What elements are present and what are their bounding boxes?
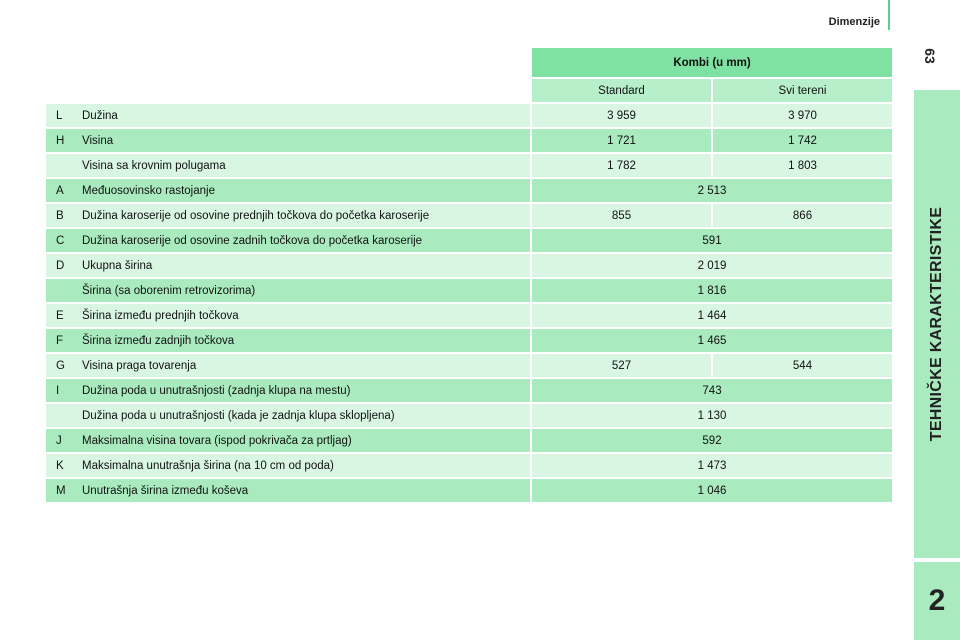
- row-description: Širina (sa oborenim retrovizorima): [74, 279, 530, 302]
- row-value: 2 019: [530, 254, 892, 277]
- table-row: D Ukupna širina 2 019: [46, 254, 892, 277]
- table-row: Visina sa krovnim polugama 1 782 1 803: [46, 154, 892, 177]
- row-code: H: [46, 129, 74, 152]
- row-value: 1 816: [530, 279, 892, 302]
- table-row: M Unutrašnja širina između koševa 1 046: [46, 479, 892, 502]
- header-divider: [888, 0, 890, 30]
- row-description: Maksimalna unutrašnja širina (na 10 cm o…: [74, 454, 530, 477]
- row-description: Dužina karoserije od osovine zadnih točk…: [74, 229, 530, 252]
- row-code: C: [46, 229, 74, 252]
- table-row: B Dužina karoserije od osovine prednjih t…: [46, 204, 892, 227]
- table-row: L Dužina 3 959 3 970: [46, 104, 892, 127]
- row-value-standard: 1 721: [530, 129, 711, 152]
- row-value-standard: 855: [530, 204, 711, 227]
- row-code: E: [46, 304, 74, 327]
- row-code: K: [46, 454, 74, 477]
- row-code: A: [46, 179, 74, 202]
- page-number-text: 63: [921, 48, 938, 64]
- row-description: Širina između prednjih točkova: [74, 304, 530, 327]
- row-value-standard: 1 782: [530, 154, 711, 177]
- row-code: D: [46, 254, 74, 277]
- table-group-header-row: Kombi (u mm): [46, 48, 892, 77]
- table-column-header-row: Standard Svi tereni: [46, 79, 892, 102]
- row-description: Visina: [74, 129, 530, 152]
- header-spacer: [46, 48, 530, 77]
- table-row: G Visina praga tovarenja 527 544: [46, 354, 892, 377]
- row-code: M: [46, 479, 74, 502]
- row-code: F: [46, 329, 74, 352]
- row-value: 1 465: [530, 329, 892, 352]
- column-header-standard: Standard: [530, 79, 711, 102]
- table-row: K Maksimalna unutrašnja širina (na 10 cm …: [46, 454, 892, 477]
- row-value-svi-tereni: 1 803: [711, 154, 892, 177]
- table-row: Širina (sa oborenim retrovizorima) 1 816: [46, 279, 892, 302]
- row-code: G: [46, 354, 74, 377]
- row-description: Međuosovinsko rastojanje: [74, 179, 530, 202]
- row-value-svi-tereni: 544: [711, 354, 892, 377]
- group-header: Kombi (u mm): [530, 48, 892, 77]
- row-description: Ukupna širina: [74, 254, 530, 277]
- row-value-svi-tereni: 3 970: [711, 104, 892, 127]
- row-code: [46, 404, 74, 427]
- section-title: Dimenzije: [828, 16, 880, 28]
- chapter-number: 2: [914, 562, 960, 640]
- row-value-svi-tereni: 1 742: [711, 129, 892, 152]
- row-description: Visina sa krovnim polugama: [74, 154, 530, 177]
- row-code: J: [46, 429, 74, 452]
- table-row: Dužina poda u unutrašnjosti (kada je zad…: [46, 404, 892, 427]
- row-value-standard: 527: [530, 354, 711, 377]
- row-description: Unutrašnja širina između koševa: [74, 479, 530, 502]
- row-value-standard: 3 959: [530, 104, 711, 127]
- row-value: 1 046: [530, 479, 892, 502]
- chapter-title: TEHNIČKE KARAKTERISTIKE: [928, 206, 945, 442]
- table-row: A Međuosovinsko rastojanje 2 513: [46, 179, 892, 202]
- row-description: Širina između zadnjih točkova: [74, 329, 530, 352]
- table-row: H Visina 1 721 1 742: [46, 129, 892, 152]
- row-code: L: [46, 104, 74, 127]
- page-number: 63: [918, 40, 942, 72]
- row-description: Dužina poda u unutrašnjosti (kada je zad…: [74, 404, 530, 427]
- row-value: 1 464: [530, 304, 892, 327]
- row-code: I: [46, 379, 74, 402]
- row-code: B: [46, 204, 74, 227]
- table-row: F Širina između zadnjih točkova 1 465: [46, 329, 892, 352]
- table-row: J Maksimalna visina tovara (ispod pokriva…: [46, 429, 892, 452]
- dimensions-table: Kombi (u mm) Standard Svi tereni L Dužina…: [46, 46, 892, 504]
- header-spacer: [46, 79, 530, 102]
- row-description: Maksimalna visina tovara (ispod pokrivač…: [74, 429, 530, 452]
- row-code: [46, 154, 74, 177]
- row-value: 743: [530, 379, 892, 402]
- table-row: C Dužina karoserije od osovine zadnih toč…: [46, 229, 892, 252]
- row-value: 2 513: [530, 179, 892, 202]
- table-row: I Dužina poda u unutrašnjosti (zadnja klu…: [46, 379, 892, 402]
- row-value: 591: [530, 229, 892, 252]
- table-row: E Širina između prednjih točkova 1 464: [46, 304, 892, 327]
- row-value: 1 473: [530, 454, 892, 477]
- row-description: Dužina poda u unutrašnjosti (zadnja klup…: [74, 379, 530, 402]
- row-code: [46, 279, 74, 302]
- row-description: Dužina: [74, 104, 530, 127]
- row-description: Visina praga tovarenja: [74, 354, 530, 377]
- row-value: 592: [530, 429, 892, 452]
- chapter-side-tab: TEHNIČKE KARAKTERISTIKE: [914, 90, 960, 560]
- row-value: 1 130: [530, 404, 892, 427]
- row-value-svi-tereni: 866: [711, 204, 892, 227]
- row-description: Dužina karoserije od osovine prednjih to…: [74, 204, 530, 227]
- column-header-svi-tereni: Svi tereni: [711, 79, 892, 102]
